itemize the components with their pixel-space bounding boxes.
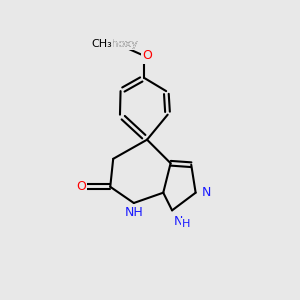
Text: O: O (142, 49, 152, 62)
Text: H: H (182, 219, 190, 229)
Text: N: N (174, 215, 183, 228)
Text: CH₃: CH₃ (91, 39, 112, 49)
Text: methoxy: methoxy (89, 39, 138, 49)
Text: O: O (76, 180, 86, 193)
Text: methoxy: methoxy (89, 39, 138, 49)
Text: N: N (202, 186, 212, 199)
Text: NH: NH (124, 206, 143, 219)
